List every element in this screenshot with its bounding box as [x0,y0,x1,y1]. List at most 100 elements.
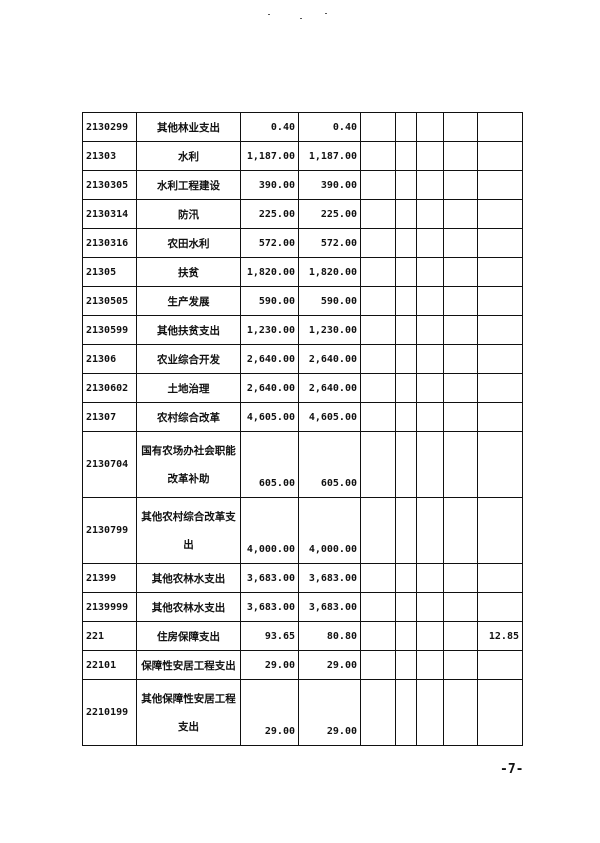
code-cell: 2130305 [82,170,137,200]
basic-cell: 590.00 [298,286,361,316]
basic-cell: 225.00 [298,199,361,229]
total-cell: 2,640.00 [240,373,299,403]
col9-cell [477,679,523,746]
col8-cell [443,170,478,200]
col5-cell [360,141,396,171]
code-cell: 2130314 [82,199,137,229]
col9-cell [477,257,523,287]
col5-cell [360,621,396,651]
col6-cell [395,563,417,593]
table-row: 2130305 水利工程建设 390.00 390.00 [82,170,523,200]
code-cell: 21303 [82,141,137,171]
col6-cell [395,592,417,622]
code-cell: 21399 [82,563,137,593]
col5-cell [360,228,396,258]
name-cell: 生产发展 [136,286,241,316]
table-row: 2130602 土地治理 2,640.00 2,640.00 [82,373,523,403]
col8-cell [443,141,478,171]
col5-cell [360,112,396,142]
col7-cell [416,228,444,258]
total-cell: 572.00 [240,228,299,258]
table-row: 2130799 其他农村综合改革支出 4,000.00 4,000.00 [82,497,523,564]
table-row: 21305 扶贫 1,820.00 1,820.00 [82,257,523,287]
code-cell: 2130299 [82,112,137,142]
total-cell: 4,000.00 [240,497,299,564]
col7-cell [416,112,444,142]
basic-cell: 605.00 [298,431,361,498]
col8-cell [443,497,478,564]
basic-cell: 0.40 [298,112,361,142]
scan-speck [325,13,327,14]
code-cell: 2130316 [82,228,137,258]
col9-cell [477,402,523,432]
name-cell: 国有农场办社会职能改革补助 [136,431,241,498]
total-cell: 590.00 [240,286,299,316]
code-cell: 2130505 [82,286,137,316]
col9-cell [477,431,523,498]
name-cell: 防汛 [136,199,241,229]
col8-cell [443,431,478,498]
table-row: 21307 农村综合改革 4,605.00 4,605.00 [82,402,523,432]
col5-cell [360,431,396,498]
basic-cell: 4,000.00 [298,497,361,564]
col7-cell [416,431,444,498]
name-cell: 农村综合改革 [136,402,241,432]
col6-cell [395,497,417,564]
col9-cell [477,315,523,345]
col7-cell [416,257,444,287]
basic-cell: 2,640.00 [298,373,361,403]
col9-cell [477,199,523,229]
col5-cell [360,170,396,200]
col9-cell [477,170,523,200]
total-cell: 1,187.00 [240,141,299,171]
basic-cell: 29.00 [298,650,361,680]
col8-cell [443,257,478,287]
name-cell: 其他农林水支出 [136,592,241,622]
col9-cell [477,112,523,142]
col8-cell [443,315,478,345]
basic-cell: 3,683.00 [298,563,361,593]
code-cell: 21305 [82,257,137,287]
col5-cell [360,199,396,229]
table-row: 21306 农业综合开发 2,640.00 2,640.00 [82,344,523,374]
col8-cell [443,373,478,403]
col8-cell [443,286,478,316]
name-cell: 其他林业支出 [136,112,241,142]
col7-cell [416,497,444,564]
name-cell: 水利 [136,141,241,171]
total-cell: 2,640.00 [240,344,299,374]
col9-cell [477,563,523,593]
table-body: 2130299 其他林业支出 0.40 0.40 21303 水利 1,187.00 1,18… [82,112,523,746]
name-cell: 其他农村综合改革支出 [136,497,241,564]
table-row: 2139999 其他农林水支出 3,683.00 3,683.00 [82,592,523,622]
col6-cell [395,402,417,432]
basic-cell: 1,230.00 [298,315,361,345]
col7-cell [416,315,444,345]
total-cell: 605.00 [240,431,299,498]
scan-speck [268,14,270,15]
name-cell: 保障性安居工程支出 [136,650,241,680]
col6-cell [395,141,417,171]
total-cell: 3,683.00 [240,563,299,593]
name-cell: 土地治理 [136,373,241,403]
page-number: -7- [500,762,524,777]
col9-cell [477,286,523,316]
code-cell: 2130799 [82,497,137,564]
total-cell: 29.00 [240,679,299,746]
col7-cell [416,286,444,316]
col7-cell [416,592,444,622]
code-cell: 2130704 [82,431,137,498]
name-cell: 扶贫 [136,257,241,287]
basic-cell: 2,640.00 [298,344,361,374]
col9-cell [477,650,523,680]
col8-cell [443,402,478,432]
col6-cell [395,344,417,374]
col9-cell [477,497,523,564]
table-row: 22101 保障性安居工程支出 29.00 29.00 [82,650,523,680]
col9-cell [477,592,523,622]
code-cell: 2210199 [82,679,137,746]
col6-cell [395,228,417,258]
name-cell: 其他农林水支出 [136,563,241,593]
col8-cell [443,563,478,593]
col7-cell [416,373,444,403]
